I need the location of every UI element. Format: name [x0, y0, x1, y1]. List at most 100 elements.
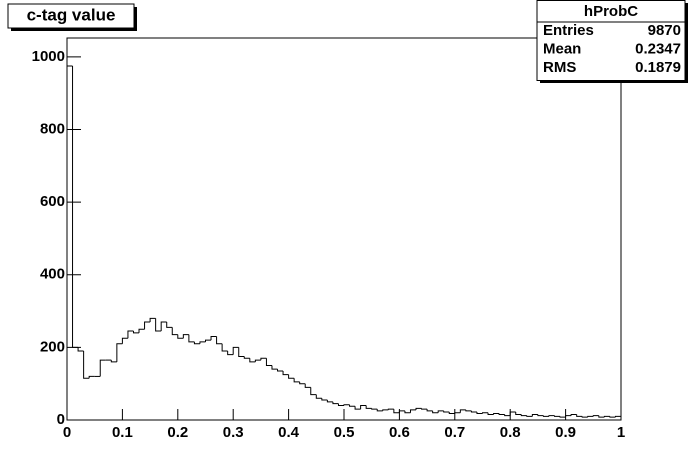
histogram-bin [116, 343, 123, 362]
histogram-bin [265, 358, 272, 367]
histogram-bin [193, 341, 200, 345]
stats-label: RMS [543, 59, 576, 76]
histogram-bin [398, 410, 405, 413]
histogram-bin [249, 358, 256, 363]
plot-frame [66, 37, 622, 421]
histogram-bin [542, 415, 549, 417]
histogram-bin [531, 414, 538, 417]
histogram-bin [554, 415, 561, 417]
x-tick-label: 0.3 [223, 424, 244, 441]
histogram-bin [504, 414, 511, 417]
histogram-bin [614, 415, 622, 420]
histogram-bin [199, 341, 206, 344]
histogram-bin [421, 408, 428, 410]
histogram-bin [144, 321, 151, 330]
histogram-bin [559, 416, 566, 418]
histogram-bin [337, 403, 344, 406]
histogram-bin [293, 378, 300, 383]
histogram-bin [487, 412, 494, 416]
histogram-bin [454, 412, 461, 414]
histogram-bin [476, 412, 483, 414]
histogram-bin [470, 410, 477, 413]
histogram-bin [565, 415, 572, 418]
histogram-bin [72, 65, 79, 348]
x-tick-label: 0.2 [167, 424, 188, 441]
histogram-bin [526, 415, 533, 417]
histogram-bin [515, 412, 522, 416]
histogram-bin [210, 335, 217, 341]
histogram-bin [315, 394, 322, 399]
histogram-bin [371, 408, 378, 410]
histogram-bin [365, 405, 372, 409]
stats-label: Mean [543, 40, 581, 57]
x-tick-label: 0.5 [334, 424, 355, 441]
histogram-bin [426, 409, 433, 412]
x-tick-label: 0.8 [500, 424, 521, 441]
histogram-bin [465, 409, 472, 412]
histogram-bin [188, 334, 195, 343]
histogram-bin [155, 318, 162, 332]
histogram-bin [66, 65, 73, 420]
histogram-bin [598, 415, 605, 418]
stats-value: 0.2347 [635, 40, 681, 57]
histogram-bin [409, 409, 417, 413]
histogram-bin [443, 410, 450, 413]
x-tick-label: 0.7 [444, 424, 465, 441]
histogram-bin [537, 414, 544, 417]
y-tick-label: 800 [40, 120, 65, 137]
histogram-bin [254, 359, 261, 362]
x-tick-label: 1 [617, 424, 625, 441]
histogram-bin [310, 387, 317, 396]
y-tick-label: 200 [40, 338, 65, 355]
histogram-bin [587, 415, 594, 418]
histogram-bin [354, 406, 361, 410]
histogram-bin [448, 412, 455, 414]
x-tick-label: 0.9 [555, 424, 576, 441]
histogram-bin [277, 369, 284, 372]
stats-box [536, 0, 686, 81]
histogram-bin [110, 360, 117, 363]
histogram-bin [570, 414, 577, 416]
histogram-bin [360, 404, 367, 410]
histogram-bin [127, 330, 134, 339]
histogram-bin [304, 383, 311, 388]
histogram-bin [581, 416, 588, 418]
x-tick-label: 0.6 [389, 424, 410, 441]
histogram-bin [349, 404, 356, 407]
histogram-bin [404, 410, 411, 414]
histogram-bin [166, 321, 173, 328]
histogram-bin [437, 410, 444, 413]
histogram-bin [576, 414, 583, 417]
histogram-bin [459, 409, 466, 413]
histogram-bin [498, 413, 505, 416]
histogram-bin [415, 407, 422, 410]
histogram-bin [205, 339, 212, 342]
histogram-bin [548, 415, 555, 417]
histogram-bin [227, 351, 234, 356]
x-tick-label: 0 [63, 424, 71, 441]
histogram-bin [376, 409, 383, 412]
histogram-bin [271, 365, 278, 370]
y-tick-label: 0 [57, 411, 65, 428]
histogram-bin [282, 370, 289, 376]
histogram-bin [603, 415, 610, 418]
title-box [7, 3, 135, 29]
histogram-bin [326, 400, 333, 403]
histogram-bin [520, 414, 527, 417]
stats-title: hProbC [584, 3, 638, 20]
histogram-bin [332, 401, 339, 405]
histogram-bin [238, 347, 245, 357]
histogram-bin [260, 357, 267, 361]
histogram-bin [482, 412, 489, 414]
y-tick-label: 600 [40, 193, 65, 210]
histogram-bin [88, 375, 95, 379]
histogram-bin [99, 359, 106, 377]
histogram-bin [299, 381, 306, 385]
histogram-bin [171, 327, 178, 336]
histogram-bin [216, 336, 223, 345]
histogram-bin [160, 321, 167, 332]
histogram-bin [232, 346, 239, 355]
histogram-bin [609, 416, 616, 418]
histogram-bin [592, 415, 599, 417]
